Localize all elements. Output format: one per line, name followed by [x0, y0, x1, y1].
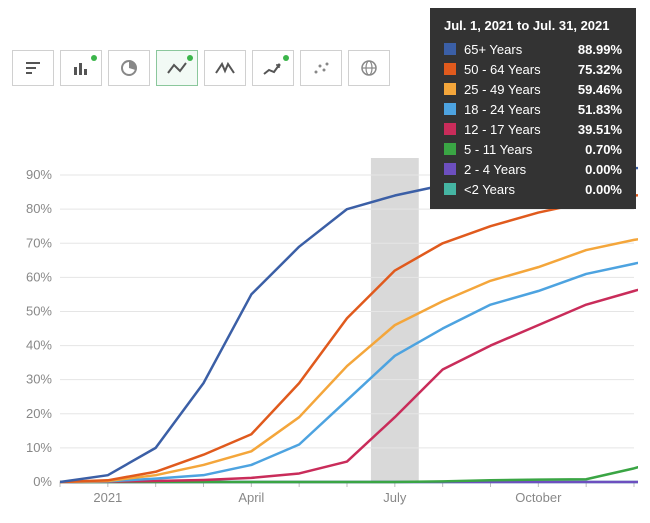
- chart-tooltip: Jul. 1, 2021 to Jul. 31, 2021 65+ Years8…: [430, 8, 636, 209]
- tooltip-series-label: 5 - 11 Years: [464, 142, 585, 157]
- chart-type-trend[interactable]: [252, 50, 294, 86]
- y-tick-label: 70%: [26, 235, 52, 250]
- series-swatch: [444, 183, 456, 195]
- series-swatch: [444, 83, 456, 95]
- tooltip-series-value: 59.46%: [578, 82, 622, 97]
- series-line: [60, 165, 638, 482]
- x-tick-label: April: [238, 490, 264, 505]
- tooltip-row: 18 - 24 Years51.83%: [444, 99, 622, 119]
- chart-type-map[interactable]: [348, 50, 390, 86]
- chart-type-pie[interactable]: [108, 50, 150, 86]
- tooltip-row: 50 - 64 Years75.32%: [444, 59, 622, 79]
- tooltip-series-label: 65+ Years: [464, 42, 578, 57]
- chart-type-bar[interactable]: [60, 50, 102, 86]
- tooltip-title: Jul. 1, 2021 to Jul. 31, 2021: [444, 18, 622, 33]
- chart-type-sorted-bar[interactable]: [12, 50, 54, 86]
- x-tick-label: July: [383, 490, 407, 505]
- y-tick-label: 60%: [26, 269, 52, 284]
- tooltip-series-label: 12 - 17 Years: [464, 122, 578, 137]
- tooltip-series-value: 39.51%: [578, 122, 622, 137]
- tooltip-series-label: 50 - 64 Years: [464, 62, 578, 77]
- chart-type-area[interactable]: [204, 50, 246, 86]
- tooltip-series-value: 0.00%: [585, 162, 622, 177]
- tooltip-row: 5 - 11 Years0.70%: [444, 139, 622, 159]
- y-tick-label: 80%: [26, 201, 52, 216]
- tooltip-series-label: <2 Years: [464, 182, 585, 197]
- y-tick-label: 90%: [26, 167, 52, 182]
- y-tick-label: 10%: [26, 440, 52, 455]
- active-indicator-dot: [187, 55, 193, 61]
- tooltip-series-label: 2 - 4 Years: [464, 162, 585, 177]
- tooltip-row: 12 - 17 Years39.51%: [444, 119, 622, 139]
- tooltip-row: 2 - 4 Years0.00%: [444, 159, 622, 179]
- x-tick-label: 2021: [93, 490, 122, 505]
- tooltip-series-value: 0.70%: [585, 142, 622, 157]
- y-tick-label: 40%: [26, 338, 52, 353]
- series-swatch: [444, 123, 456, 135]
- series-swatch: [444, 143, 456, 155]
- tooltip-row: <2 Years0.00%: [444, 179, 622, 199]
- tooltip-row: 25 - 49 Years59.46%: [444, 79, 622, 99]
- tooltip-series-value: 51.83%: [578, 102, 622, 117]
- tooltip-series-value: 88.99%: [578, 42, 622, 57]
- series-swatch: [444, 43, 456, 55]
- y-tick-label: 0%: [33, 474, 52, 489]
- tooltip-series-value: 0.00%: [585, 182, 622, 197]
- active-indicator-dot: [91, 55, 97, 61]
- series-line: [60, 233, 638, 482]
- series-swatch: [444, 103, 456, 115]
- series-line: [60, 192, 638, 482]
- tooltip-series-label: 25 - 49 Years: [464, 82, 578, 97]
- tooltip-row: 65+ Years88.99%: [444, 39, 622, 59]
- tooltip-series-value: 75.32%: [578, 62, 622, 77]
- tooltip-series-label: 18 - 24 Years: [464, 102, 578, 117]
- series-swatch: [444, 63, 456, 75]
- chart-type-scatter[interactable]: [300, 50, 342, 86]
- chart-type-toolbar: [12, 50, 390, 86]
- y-tick-label: 20%: [26, 406, 52, 421]
- y-tick-label: 50%: [26, 303, 52, 318]
- x-tick-label: October: [515, 490, 562, 505]
- active-indicator-dot: [283, 55, 289, 61]
- y-tick-label: 30%: [26, 372, 52, 387]
- series-swatch: [444, 163, 456, 175]
- chart-type-line[interactable]: [156, 50, 198, 86]
